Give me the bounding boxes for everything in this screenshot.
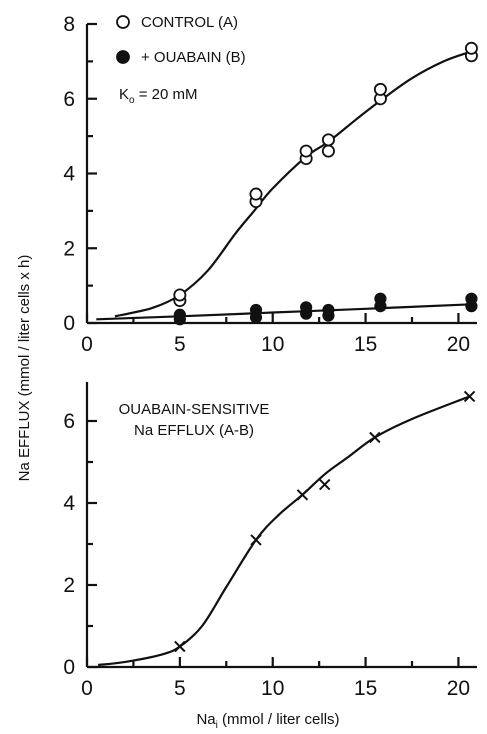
bottom-tick-labels: 0 5 10 15 20 0 2 4 6 <box>63 410 470 700</box>
top-x-tick-label-4: 20 <box>447 333 470 356</box>
top-series-0-point-11 <box>464 41 478 55</box>
bottom-series-0-point-2 <box>296 489 309 501</box>
top-series-0-point-3 <box>249 187 263 201</box>
bottom-point-3-stroke-b <box>319 478 331 491</box>
bottom-point-4-stroke-b <box>369 431 381 444</box>
bottom-y-tick-label-2: 4 <box>63 492 75 515</box>
top-x-tick-label-0: 0 <box>81 333 93 356</box>
legend-label-ouabain: + OUABAIN (B) <box>141 49 246 66</box>
x-label-na: Na <box>196 711 216 728</box>
bottom-series-0-point-3 <box>319 478 331 491</box>
bottom-point-2-stroke-b <box>296 489 309 501</box>
ko-rest: = 20 mM <box>135 86 198 103</box>
top-series-1-point-11 <box>465 292 478 305</box>
ko-k: K <box>119 86 129 103</box>
bottom-panel: 0 5 10 15 20 0 2 4 6 OUABAIN-SENSITIVE Na EFFLUX… <box>63 382 477 700</box>
top-y-tick-label-1: 2 <box>63 237 75 260</box>
top-x-tick-label-1: 5 <box>174 333 186 356</box>
top-x-tick-label-2: 10 <box>261 333 284 356</box>
bottom-x-tick-label-2: 10 <box>261 677 284 700</box>
top-series-1-point-5 <box>300 301 313 314</box>
top-series-1-point-9 <box>374 292 387 305</box>
top-series-1-point-1 <box>173 308 186 321</box>
x-label-sub: i <box>216 720 218 731</box>
bottom-y-tick-label-1: 2 <box>63 574 75 597</box>
bottom-x-tick-label-4: 20 <box>447 677 470 700</box>
bottom-point-0-stroke-b <box>174 640 186 653</box>
top-x-tick-label-3: 15 <box>354 333 377 356</box>
bottom-x-tick-label-1: 5 <box>174 677 186 700</box>
bottom-series-0-point-1 <box>250 534 262 546</box>
bottom-y-tick-label-0: 0 <box>63 656 75 679</box>
legend-label-control: CONTROL (A) <box>141 14 238 31</box>
top-series-0-point-9 <box>373 82 387 96</box>
top-y-tick-label-2: 4 <box>63 163 75 186</box>
bottom-title-line-2: Na EFFLUX (A-B) <box>134 422 254 439</box>
legend: CONTROL (A) + OUABAIN (B) <box>116 14 246 66</box>
bottom-axes <box>85 382 477 669</box>
top-series-0-point-5 <box>299 144 313 158</box>
y-axis-label: Na EFFLUX (mmol / liter cells x h) <box>16 255 33 482</box>
top-series-0-point-6 <box>321 144 335 158</box>
bottom-series-0-point-4 <box>369 431 381 444</box>
legend-marker-ouabain <box>116 50 130 64</box>
ko-annotation: Ko = 20 mM <box>119 86 198 106</box>
bottom-points <box>174 390 476 653</box>
top-series-0-point-1 <box>173 288 187 302</box>
bottom-point-5-stroke-b <box>463 390 476 403</box>
bottom-x-tick-label-0: 0 <box>81 677 93 700</box>
ko-sub: o <box>129 95 135 106</box>
bottom-y-tick-label-3: 6 <box>63 410 75 433</box>
bottom-title-line-1: OUABAIN-SENSITIVE <box>119 401 270 418</box>
top-points <box>173 41 478 326</box>
top-series-1-point-3 <box>249 303 263 317</box>
top-axes <box>85 22 477 325</box>
top-series-1-point-7 <box>322 303 335 317</box>
top-tick-labels: 0 5 10 15 20 0 2 4 6 8 <box>63 13 470 356</box>
x-axis-label: Nai (mmol / liter cells) <box>196 711 339 731</box>
bottom-x-tick-label-3: 15 <box>354 677 377 700</box>
top-series-0-point-7 <box>321 133 335 147</box>
legend-marker-control <box>116 15 130 29</box>
bottom-series-0-point-0 <box>174 640 186 653</box>
top-series-1-curve <box>96 303 472 321</box>
bottom-point-1-stroke-b <box>250 534 262 546</box>
x-label-rest: (mmol / liter cells) <box>218 711 340 728</box>
bottom-series-0-point-5 <box>463 390 476 403</box>
top-y-tick-label-0: 0 <box>63 312 75 335</box>
top-y-tick-label-4: 8 <box>63 13 75 36</box>
top-y-tick-label-3: 6 <box>63 88 75 111</box>
